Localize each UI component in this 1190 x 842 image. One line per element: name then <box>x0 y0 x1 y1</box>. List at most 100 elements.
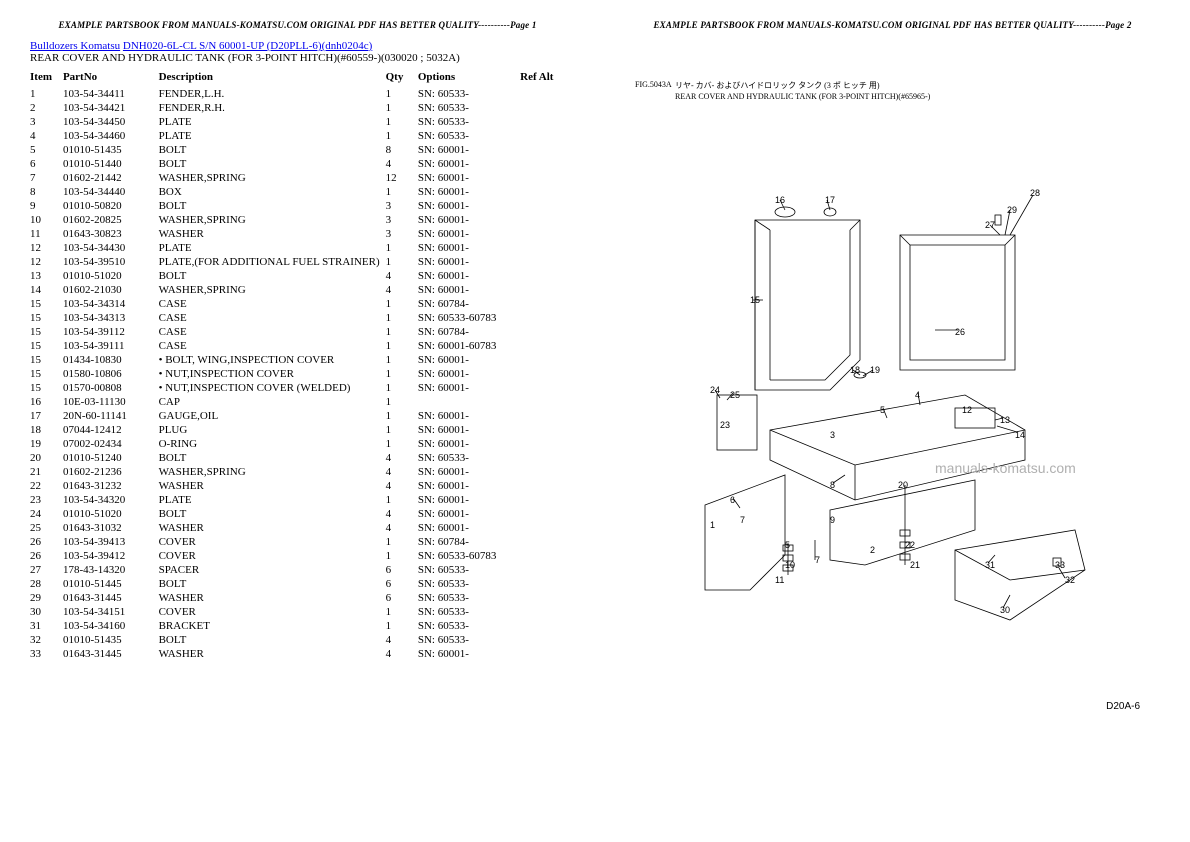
table-cell: SN: 60001- <box>418 479 520 493</box>
diagram-callout: 16 <box>775 195 785 205</box>
table-cell: 07002-02434 <box>63 437 159 451</box>
diagram-callout: 12 <box>962 405 972 415</box>
table-cell <box>520 115 565 129</box>
table-row: 1720N-60-11141GAUGE,OIL1SN: 60001- <box>30 409 565 423</box>
table-cell: 6 <box>386 563 418 577</box>
diagram-callout: 5 <box>785 540 790 550</box>
breadcrumb-link[interactable]: DNH020-6L-CL S/N 60001-UP (D20PLL-6)(dnh… <box>123 40 372 52</box>
table-row: 15103-54-34314CASE1SN: 60784- <box>30 297 565 311</box>
diagram-callout: 25 <box>730 390 740 400</box>
table-cell: 3 <box>386 199 418 213</box>
table-cell: SN: 60533- <box>418 633 520 647</box>
table-row: 1907002-02434O-RING1SN: 60001- <box>30 437 565 451</box>
table-cell <box>520 171 565 185</box>
diagram-callout: 31 <box>985 560 995 570</box>
table-cell: BOLT <box>159 143 386 157</box>
table-cell: 01010-51435 <box>63 143 159 157</box>
col-partno: PartNo <box>63 70 159 87</box>
diagram-callout: 20 <box>898 480 908 490</box>
breadcrumb-row: Bulldozers Komatsu DNH020-6L-CL S/N 6000… <box>30 40 565 52</box>
table-cell: COVER <box>159 549 386 563</box>
table-cell: 1 <box>386 87 418 101</box>
table-cell <box>520 241 565 255</box>
breadcrumb-prefix[interactable]: Bulldozers Komatsu <box>30 40 120 52</box>
table-cell: 01010-51020 <box>63 269 159 283</box>
table-cell: SN: 60784- <box>418 297 520 311</box>
table-cell: PLATE <box>159 129 386 143</box>
table-cell: CASE <box>159 325 386 339</box>
table-cell <box>520 465 565 479</box>
table-cell: 1 <box>386 549 418 563</box>
table-cell <box>520 339 565 353</box>
diagram-callout: 33 <box>1055 560 1065 570</box>
table-row: 1401602-21030WASHER,SPRING4SN: 60001- <box>30 283 565 297</box>
table-cell <box>520 507 565 521</box>
table-row: 3301643-31445WASHER4SN: 60001- <box>30 647 565 661</box>
table-cell: 1 <box>386 339 418 353</box>
table-cell <box>520 521 565 535</box>
table-cell: 25 <box>30 521 63 535</box>
table-cell: 22 <box>30 479 63 493</box>
table-cell: SN: 60001- <box>418 353 520 367</box>
table-cell: 1 <box>386 255 418 269</box>
table-header-row: Item PartNo Description Qty Options Ref … <box>30 70 565 87</box>
table-cell: SN: 60001- <box>418 255 520 269</box>
col-qty: Qty <box>386 70 418 87</box>
col-desc: Description <box>159 70 386 87</box>
table-cell: SN: 60001- <box>418 157 520 171</box>
table-cell: 3 <box>386 213 418 227</box>
table-cell <box>520 101 565 115</box>
table-cell: WASHER,SPRING <box>159 213 386 227</box>
table-cell: GAUGE,OIL <box>159 409 386 423</box>
diagram-callout: 5 <box>880 405 885 415</box>
table-row: 2801010-51445BOLT6SN: 60533- <box>30 577 565 591</box>
table-row: 3103-54-34450PLATE1SN: 60533- <box>30 115 565 129</box>
table-cell: 11 <box>30 227 63 241</box>
diagram-callout: 24 <box>710 385 720 395</box>
table-cell: 4 <box>30 129 63 143</box>
table-cell: 103-54-39112 <box>63 325 159 339</box>
table-cell: 103-54-34160 <box>63 619 159 633</box>
table-cell: SN: 60533- <box>418 577 520 591</box>
table-cell: 2 <box>30 101 63 115</box>
table-row: 15103-54-39112CASE1SN: 60784- <box>30 325 565 339</box>
table-cell <box>520 367 565 381</box>
table-row: 15103-54-34313CASE1SN: 60533-60783 <box>30 311 565 325</box>
table-cell <box>520 577 565 591</box>
table-cell: SN: 60533-60783 <box>418 311 520 325</box>
table-row: 901010-50820BOLT3SN: 60001- <box>30 199 565 213</box>
table-row: 4103-54-34460PLATE1SN: 60533- <box>30 129 565 143</box>
table-cell: 01010-51020 <box>63 507 159 521</box>
table-cell <box>418 395 520 409</box>
table-row: 1103-54-34411FENDER,L.H.1SN: 60533- <box>30 87 565 101</box>
table-cell: 01602-20825 <box>63 213 159 227</box>
diagram-callout: 14 <box>1015 430 1025 440</box>
table-cell: BOX <box>159 185 386 199</box>
table-cell: WASHER <box>159 227 386 241</box>
diagram-callout: 6 <box>730 495 735 505</box>
table-cell: SN: 60001- <box>418 269 520 283</box>
table-cell: 21 <box>30 465 63 479</box>
table-cell: SN: 60533- <box>418 101 520 115</box>
table-cell: 1 <box>386 619 418 633</box>
table-cell: 6 <box>30 157 63 171</box>
table-row: 2901643-31445WASHER6SN: 60533- <box>30 591 565 605</box>
table-cell: WASHER <box>159 521 386 535</box>
table-row: 2201643-31232WASHER4SN: 60001- <box>30 479 565 493</box>
table-cell: FENDER,R.H. <box>159 101 386 115</box>
table-cell: 6 <box>386 577 418 591</box>
diagram-callout: 3 <box>830 430 835 440</box>
diagram-callout: 18 <box>850 365 860 375</box>
table-cell: 4 <box>386 479 418 493</box>
table-cell: 1 <box>386 353 418 367</box>
table-cell: 103-54-34313 <box>63 311 159 325</box>
table-row: 26103-54-39413COVER1SN: 60784- <box>30 535 565 549</box>
table-cell <box>520 423 565 437</box>
table-cell: SN: 60001- <box>418 367 520 381</box>
table-cell: 1 <box>386 395 418 409</box>
page-1-header: EXAMPLE PARTSBOOK FROM MANUALS-KOMATSU.C… <box>30 20 565 30</box>
col-ref: Ref Alt <box>520 70 565 87</box>
table-cell <box>520 409 565 423</box>
table-cell: CAP <box>159 395 386 409</box>
table-cell: SN: 60001- <box>418 213 520 227</box>
